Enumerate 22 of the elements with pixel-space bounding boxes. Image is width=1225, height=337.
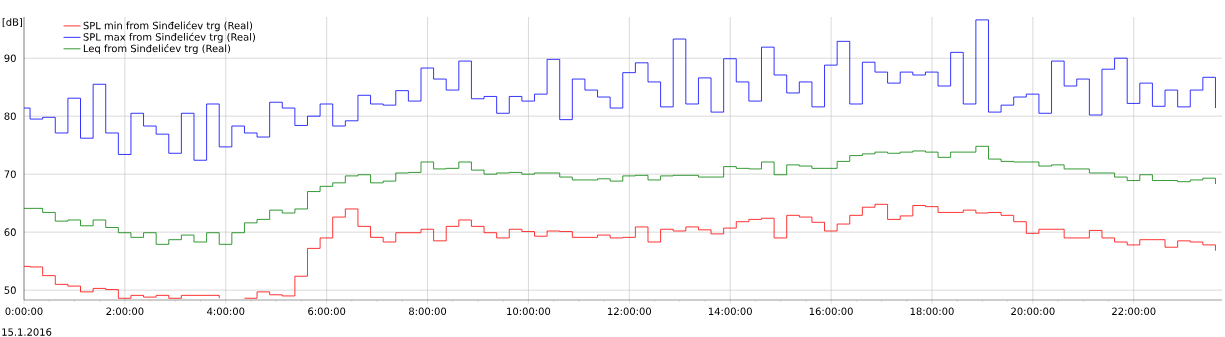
- x-tick-label: 6:00:00: [308, 307, 346, 316]
- y-tick-label: 90: [4, 54, 16, 62]
- x-tick-label: 14:00:00: [708, 307, 752, 316]
- y-tick-label: 80: [4, 112, 16, 120]
- x-tick-label: 12:00:00: [608, 307, 652, 316]
- x-tick-label: 20:00:00: [1011, 307, 1055, 316]
- x-tick-label: 2:00:00: [106, 307, 144, 316]
- y-tick-label: 60: [4, 228, 16, 236]
- y-axis-title: [dB]: [2, 18, 22, 28]
- x-tick-label: 10:00:00: [507, 307, 551, 316]
- y-tick-label: 50: [4, 286, 16, 294]
- legend-label: SPL max from Sinđelićev trg (Real): [83, 32, 255, 43]
- text: 15.1.2016: [2, 328, 52, 336]
- x-tick-label: 22:00:00: [1112, 307, 1156, 316]
- y-tick-label: 70: [4, 170, 16, 178]
- legend-label: Leq from Sinđelićev trg (Real): [83, 44, 231, 55]
- x-tick-label: 4:00:00: [207, 307, 245, 316]
- x-tick-label: 16:00:00: [809, 307, 853, 316]
- x-tick-label: 0:00:00: [5, 307, 43, 316]
- legend-label: SPL min from Sinđelićev trg (Real): [83, 21, 253, 32]
- x-tick-label: 8:00:00: [409, 307, 447, 316]
- x-tick-label: 18:00:00: [910, 307, 954, 316]
